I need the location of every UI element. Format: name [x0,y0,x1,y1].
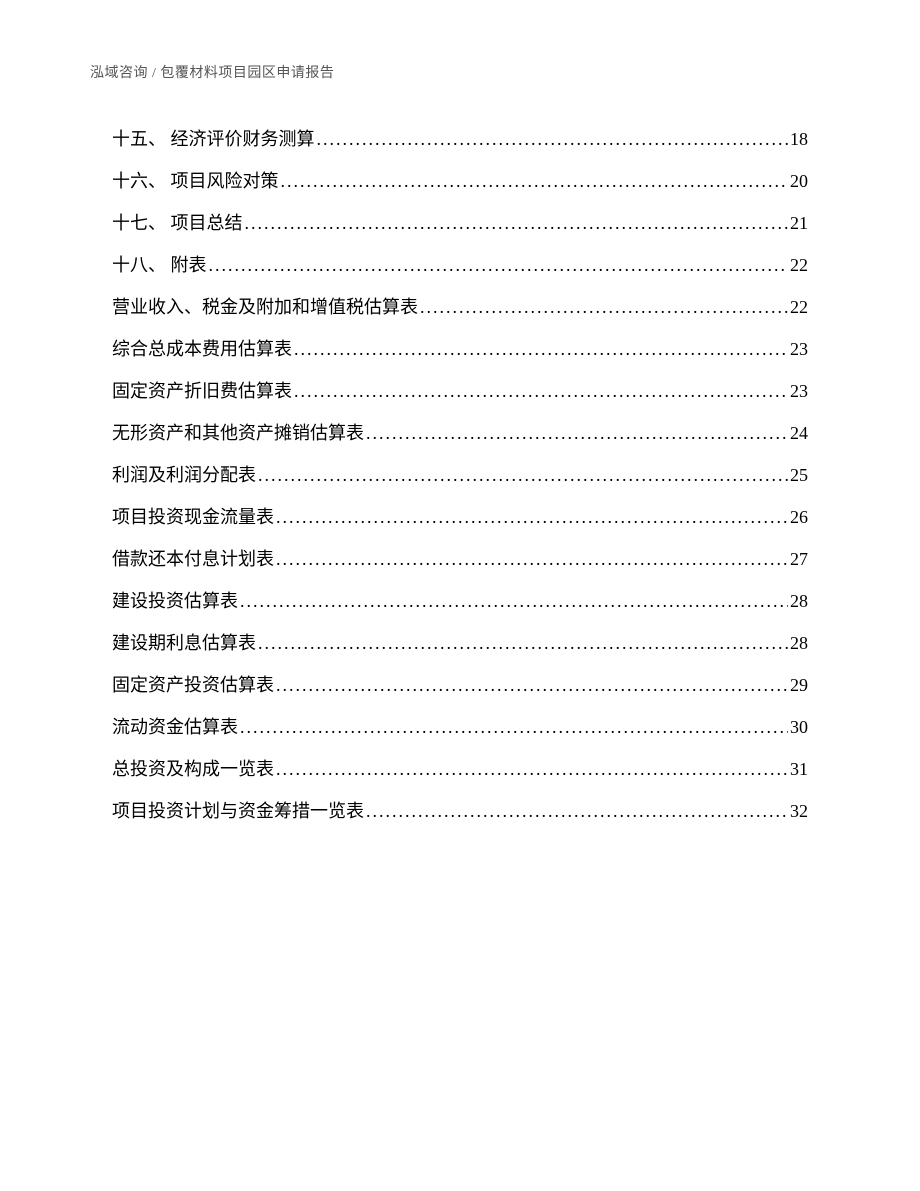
toc-page-number: 20 [790,172,808,190]
toc-entry: 建设期利息估算表 28 [112,634,808,652]
toc-leader-dots [294,340,788,358]
toc-entry: 流动资金估算表 30 [112,718,808,736]
toc-page-number: 28 [790,634,808,652]
toc-entry: 十八、 附表 22 [112,256,808,274]
toc-page-number: 29 [790,676,808,694]
toc-page-number: 21 [790,214,808,232]
toc-page-number: 32 [790,802,808,820]
toc-page-number: 23 [790,340,808,358]
toc-page-number: 22 [790,256,808,274]
toc-page-number: 27 [790,550,808,568]
toc-leader-dots [240,592,788,610]
toc-label: 十五、 经济评价财务测算 [112,130,315,148]
toc-entry: 营业收入、税金及附加和增值税估算表 22 [112,298,808,316]
toc-leader-dots [258,634,788,652]
toc-entry: 十七、 项目总结 21 [112,214,808,232]
toc-label: 无形资产和其他资产摊销估算表 [112,424,364,442]
toc-entry: 利润及利润分配表 25 [112,466,808,484]
toc-page-number: 25 [790,466,808,484]
toc-label: 综合总成本费用估算表 [112,340,292,358]
toc-label: 总投资及构成一览表 [112,760,274,778]
toc-label: 项目投资计划与资金筹措一览表 [112,802,364,820]
toc-page-number: 23 [790,382,808,400]
toc-label: 十七、 项目总结 [112,214,243,232]
toc-label: 十六、 项目风险对策 [112,172,279,190]
toc-label: 利润及利润分配表 [112,466,256,484]
toc-leader-dots [276,550,788,568]
toc-entry: 建设投资估算表 28 [112,592,808,610]
toc-leader-dots [366,424,788,442]
toc-leader-dots [240,718,788,736]
toc-label: 流动资金估算表 [112,718,238,736]
toc-page-number: 31 [790,760,808,778]
toc-entry: 十六、 项目风险对策 20 [112,172,808,190]
toc-leader-dots [276,676,788,694]
toc-entry: 项目投资计划与资金筹措一览表 32 [112,802,808,820]
toc-leader-dots [245,214,789,232]
toc-leader-dots [420,298,788,316]
toc-label: 项目投资现金流量表 [112,508,274,526]
toc-label: 营业收入、税金及附加和增值税估算表 [112,298,418,316]
page-header: 泓域咨询 / 包覆材料项目园区申请报告 [90,62,830,82]
toc-leader-dots [366,802,788,820]
document-page: 泓域咨询 / 包覆材料项目园区申请报告 十五、 经济评价财务测算 18 十六、 … [0,0,920,1191]
toc-label: 固定资产折旧费估算表 [112,382,292,400]
toc-label: 固定资产投资估算表 [112,676,274,694]
toc-leader-dots [281,172,789,190]
toc-page-number: 18 [790,130,808,148]
toc-entry: 固定资产投资估算表 29 [112,676,808,694]
toc-leader-dots [258,466,788,484]
toc-page-number: 28 [790,592,808,610]
toc-entry: 总投资及构成一览表 31 [112,760,808,778]
toc-page-number: 24 [790,424,808,442]
toc-entry: 综合总成本费用估算表 23 [112,340,808,358]
toc-leader-dots [209,256,789,274]
toc-leader-dots [276,508,788,526]
toc-entry: 无形资产和其他资产摊销估算表 24 [112,424,808,442]
toc-leader-dots [317,130,789,148]
toc-page-number: 22 [790,298,808,316]
toc-entry: 项目投资现金流量表 26 [112,508,808,526]
toc-leader-dots [294,382,788,400]
toc-page-number: 30 [790,718,808,736]
table-of-contents: 十五、 经济评价财务测算 18 十六、 项目风险对策 20 十七、 项目总结 2… [90,130,830,820]
toc-label: 建设投资估算表 [112,592,238,610]
toc-label: 十八、 附表 [112,256,207,274]
toc-page-number: 26 [790,508,808,526]
toc-leader-dots [276,760,788,778]
toc-entry: 十五、 经济评价财务测算 18 [112,130,808,148]
toc-label: 借款还本付息计划表 [112,550,274,568]
toc-label: 建设期利息估算表 [112,634,256,652]
toc-entry: 借款还本付息计划表 27 [112,550,808,568]
toc-entry: 固定资产折旧费估算表 23 [112,382,808,400]
